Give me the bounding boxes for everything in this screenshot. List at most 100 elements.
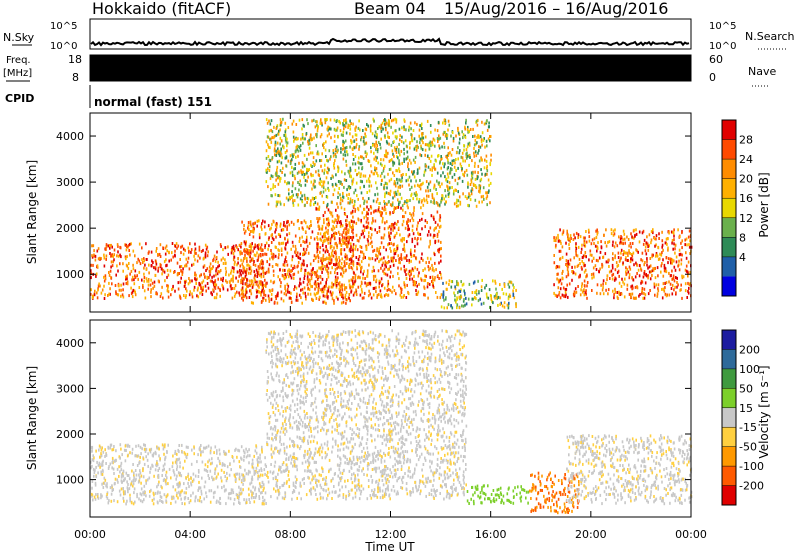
freq-unit: [MHz] — [3, 68, 32, 79]
heatmap-cell — [650, 241, 652, 245]
heatmap-cell — [138, 259, 141, 263]
heatmap-cell — [455, 134, 457, 138]
heatmap-cell — [485, 154, 488, 158]
heatmap-cell — [584, 251, 587, 254]
heatmap-cell — [230, 468, 232, 472]
heatmap-cell — [322, 300, 324, 304]
heatmap-cell — [103, 481, 106, 485]
heatmap-cell — [454, 178, 457, 182]
heatmap-cell — [351, 135, 354, 139]
heatmap-cell — [350, 266, 352, 269]
heatmap-cell — [420, 122, 423, 126]
heatmap-cell — [614, 290, 617, 294]
heatmap-cell — [604, 252, 607, 256]
heatmap-cell — [631, 284, 634, 288]
heatmap-cell — [270, 298, 273, 302]
heatmap-cell — [142, 475, 145, 479]
heatmap-cell — [444, 202, 446, 206]
heatmap-cell — [369, 174, 371, 178]
heatmap-cell — [430, 200, 432, 204]
heatmap-cell — [460, 280, 462, 284]
heatmap-cell — [342, 230, 345, 234]
heatmap-cell — [644, 281, 647, 285]
heatmap-cell — [416, 267, 419, 271]
heatmap-cell — [142, 285, 144, 289]
heatmap-cell — [141, 258, 143, 262]
heatmap-cell — [97, 247, 100, 251]
heatmap-cell — [624, 277, 626, 281]
heatmap-cell — [459, 149, 461, 153]
heatmap-cell — [170, 476, 172, 480]
heatmap-cell — [513, 296, 516, 300]
heatmap-cell — [396, 181, 399, 185]
heatmap-cell — [347, 201, 349, 205]
heatmap-cell — [332, 151, 335, 155]
heatmap-cell — [270, 119, 273, 123]
heatmap-cell — [411, 237, 414, 241]
heatmap-cell — [402, 208, 404, 212]
heatmap-cell — [233, 266, 235, 270]
heatmap-cell — [393, 174, 396, 177]
heatmap-cell — [415, 148, 418, 152]
heatmap-cell — [249, 259, 251, 263]
heatmap-cell — [555, 266, 557, 270]
heatmap-cell — [421, 135, 423, 138]
heatmap-cell — [400, 291, 403, 295]
heatmap-cell — [392, 211, 394, 214]
heatmap-cell — [245, 283, 248, 286]
heatmap-cell — [444, 122, 446, 125]
heatmap-cell — [161, 468, 164, 472]
heatmap-cell — [256, 275, 259, 278]
heatmap-cell — [383, 200, 385, 203]
heatmap-cell — [301, 226, 304, 230]
heatmap-cell — [410, 185, 413, 189]
nave-tick-bottom: 0 — [709, 71, 716, 84]
heatmap-cell — [350, 261, 352, 265]
heatmap-cell — [253, 276, 256, 280]
heatmap-cell — [568, 237, 571, 241]
heatmap-cell — [198, 499, 201, 503]
heatmap-cell — [280, 241, 283, 245]
heatmap-cell — [473, 151, 475, 155]
heatmap-cell — [397, 272, 399, 276]
heatmap-cell — [343, 123, 345, 127]
heatmap-cell — [324, 210, 326, 214]
heatmap-cell — [201, 293, 204, 296]
heatmap-cell — [272, 281, 275, 285]
heatmap-cell — [407, 168, 410, 172]
heatmap-cell — [310, 220, 312, 224]
heatmap-cell — [299, 144, 302, 148]
heatmap-cell — [389, 167, 392, 171]
heatmap-cell — [432, 137, 435, 141]
heatmap-cell — [191, 448, 193, 452]
heatmap-cell — [360, 218, 362, 222]
heatmap-cell — [185, 486, 188, 490]
heatmap-cell — [322, 190, 325, 194]
heatmap-cell — [326, 195, 329, 199]
heatmap-cell — [672, 259, 675, 263]
heatmap-cell — [666, 242, 668, 246]
heatmap-cell — [482, 138, 485, 142]
heatmap-cell — [321, 227, 324, 231]
heatmap-cell — [343, 261, 346, 265]
heatmap-cell — [254, 263, 257, 267]
heatmap-cell — [591, 289, 593, 292]
heatmap-cell — [499, 296, 501, 300]
heatmap-cell — [238, 472, 241, 476]
heatmap-cell — [386, 141, 389, 145]
heatmap-cell — [475, 292, 478, 296]
heatmap-cell — [640, 267, 642, 271]
heatmap-cell — [658, 232, 660, 236]
heatmap-cell — [379, 142, 381, 146]
heatmap-cell — [392, 163, 395, 166]
heatmap-cell — [251, 494, 253, 497]
heatmap-cell — [438, 261, 440, 265]
heatmap-cell — [158, 252, 161, 256]
heatmap-cell — [287, 159, 290, 163]
heatmap-cell — [357, 126, 360, 130]
heatmap-cell — [647, 248, 650, 252]
heatmap-cell — [345, 298, 348, 301]
heatmap-cell — [325, 245, 327, 248]
heatmap-cell — [272, 252, 275, 256]
heatmap-cell — [200, 250, 203, 253]
